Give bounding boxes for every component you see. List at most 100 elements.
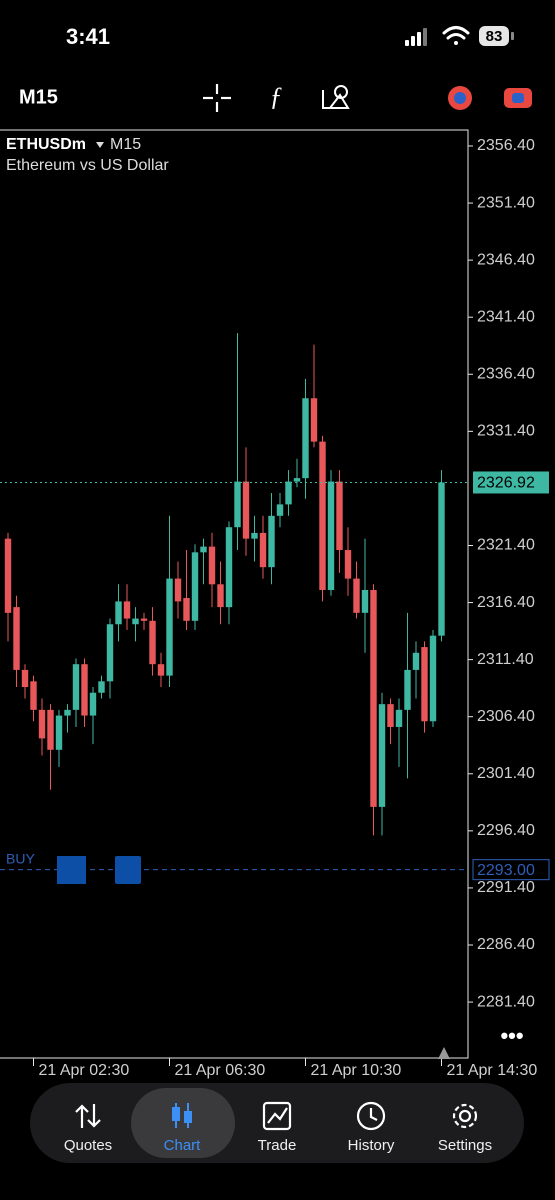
tab-label[interactable]: Settings <box>438 1137 492 1154</box>
order-label: BUY <box>6 850 35 866</box>
y-tick-label: 2311.40 <box>477 651 534 668</box>
candle-body <box>89 692 97 716</box>
candle-body <box>4 538 12 613</box>
battery-level: 83 <box>486 28 503 45</box>
tab-label[interactable]: History <box>348 1137 395 1154</box>
candle-body <box>115 601 122 625</box>
candle-body <box>225 527 233 608</box>
y-tick-label: 2291.40 <box>477 879 535 896</box>
y-tick-label: 2331.40 <box>477 423 535 440</box>
tab-label[interactable]: Quotes <box>64 1137 112 1154</box>
candle-body <box>395 709 403 727</box>
symbol[interactable]: ETHUSDm <box>6 136 86 153</box>
y-tick-label: 2356.40 <box>477 137 535 154</box>
chart-tab-icon[interactable] <box>172 1103 192 1128</box>
y-tick-label: 2341.40 <box>477 308 535 325</box>
candle-body <box>412 652 420 670</box>
candle-body <box>72 664 80 710</box>
candle-body <box>293 478 301 482</box>
candle-body <box>106 624 114 682</box>
indicators-icon[interactable]: ƒ <box>270 82 283 111</box>
candle-body <box>361 590 369 613</box>
x-tick-label: 21 Apr 02:30 <box>39 1062 130 1079</box>
candle-body <box>30 681 37 710</box>
tab-label[interactable]: Trade <box>258 1137 297 1154</box>
timeframe-button[interactable]: M15 <box>19 86 58 108</box>
current-price-tag <box>473 471 549 494</box>
y-tick-label: 2336.40 <box>477 365 535 382</box>
y-tick-label: 2281.40 <box>477 993 535 1010</box>
wifi-icon <box>442 26 470 45</box>
battery-tip <box>511 32 514 40</box>
more-button[interactable]: ••• <box>500 1023 523 1048</box>
y-tick-label: 2351.40 <box>477 194 535 211</box>
candle-body <box>157 664 165 676</box>
scroll-end-marker[interactable] <box>438 1047 450 1059</box>
x-tick-label: 21 Apr 10:30 <box>311 1062 402 1079</box>
candle-body <box>166 578 173 676</box>
candle-body <box>319 441 326 591</box>
candle-body <box>123 601 131 619</box>
candle-body <box>353 578 360 613</box>
y-tick-label: 2346.40 <box>477 251 535 268</box>
current-price-label: 2326.92 <box>477 475 535 492</box>
candle-body <box>174 578 182 602</box>
order-handle[interactable] <box>57 856 86 884</box>
symbol-description: Ethereum vs US Dollar <box>6 157 169 174</box>
trade-tab-icon[interactable] <box>262 1101 292 1131</box>
account-icon[interactable] <box>504 88 532 108</box>
symbol-dropdown[interactable] <box>96 142 104 148</box>
candle-body <box>149 620 156 665</box>
active-tab-highlight <box>131 1088 235 1158</box>
candle-body <box>81 664 88 716</box>
chart-timeframe: M15 <box>110 136 141 153</box>
candle-body <box>370 590 377 807</box>
signal-icon <box>405 28 427 46</box>
crosshair-icon[interactable] <box>203 84 231 112</box>
candle-body <box>421 647 428 722</box>
candle-body <box>429 635 437 722</box>
tab-label[interactable]: Chart <box>164 1137 202 1154</box>
order-price-tag <box>472 859 550 881</box>
candle-body <box>55 715 63 750</box>
candle-body <box>98 681 105 693</box>
candle-body <box>438 482 445 636</box>
battery-icon <box>479 26 509 46</box>
candle-body <box>387 704 394 727</box>
candle-body <box>404 669 411 710</box>
candle-body <box>234 481 241 528</box>
candle-body <box>251 532 258 539</box>
order-handle[interactable] <box>115 856 141 884</box>
candle-body <box>217 584 224 608</box>
candle-body <box>259 532 267 568</box>
y-tick-label: 2286.40 <box>477 936 535 953</box>
y-tick-label: 2306.40 <box>477 708 535 725</box>
x-tick-label: 21 Apr 14:30 <box>447 1062 538 1079</box>
candle-body <box>310 398 318 442</box>
objects-icon[interactable] <box>322 85 350 109</box>
y-tick-label: 2301.40 <box>477 765 535 782</box>
candle-body <box>200 546 207 553</box>
candle-body <box>208 546 216 585</box>
settings-tab-icon[interactable] <box>452 1103 478 1129</box>
y-tick-label: 2316.40 <box>477 594 535 611</box>
candle-body <box>183 597 190 621</box>
candle-body <box>344 550 352 579</box>
candle-body <box>191 552 199 621</box>
order-price-label: 2293.00 <box>477 862 535 879</box>
candle-body <box>378 704 386 807</box>
trade-signal-icon[interactable] <box>448 86 472 110</box>
x-tick-label: 21 Apr 06:30 <box>175 1062 266 1079</box>
quotes-icon[interactable] <box>75 1104 101 1128</box>
candle-body <box>140 618 148 621</box>
candle-body <box>336 481 343 551</box>
candle-body <box>13 607 20 670</box>
y-tick-label: 2296.40 <box>477 822 535 839</box>
candle-body <box>38 709 46 739</box>
candle-body <box>47 709 54 750</box>
plot: 2356.40 2351.40 2346.40 2341.40 2336.40 2331.… <box>0 137 550 1079</box>
history-tab-icon[interactable] <box>356 1101 386 1131</box>
y-tick-label: 2321.40 <box>477 537 535 554</box>
candle-body <box>285 481 292 505</box>
